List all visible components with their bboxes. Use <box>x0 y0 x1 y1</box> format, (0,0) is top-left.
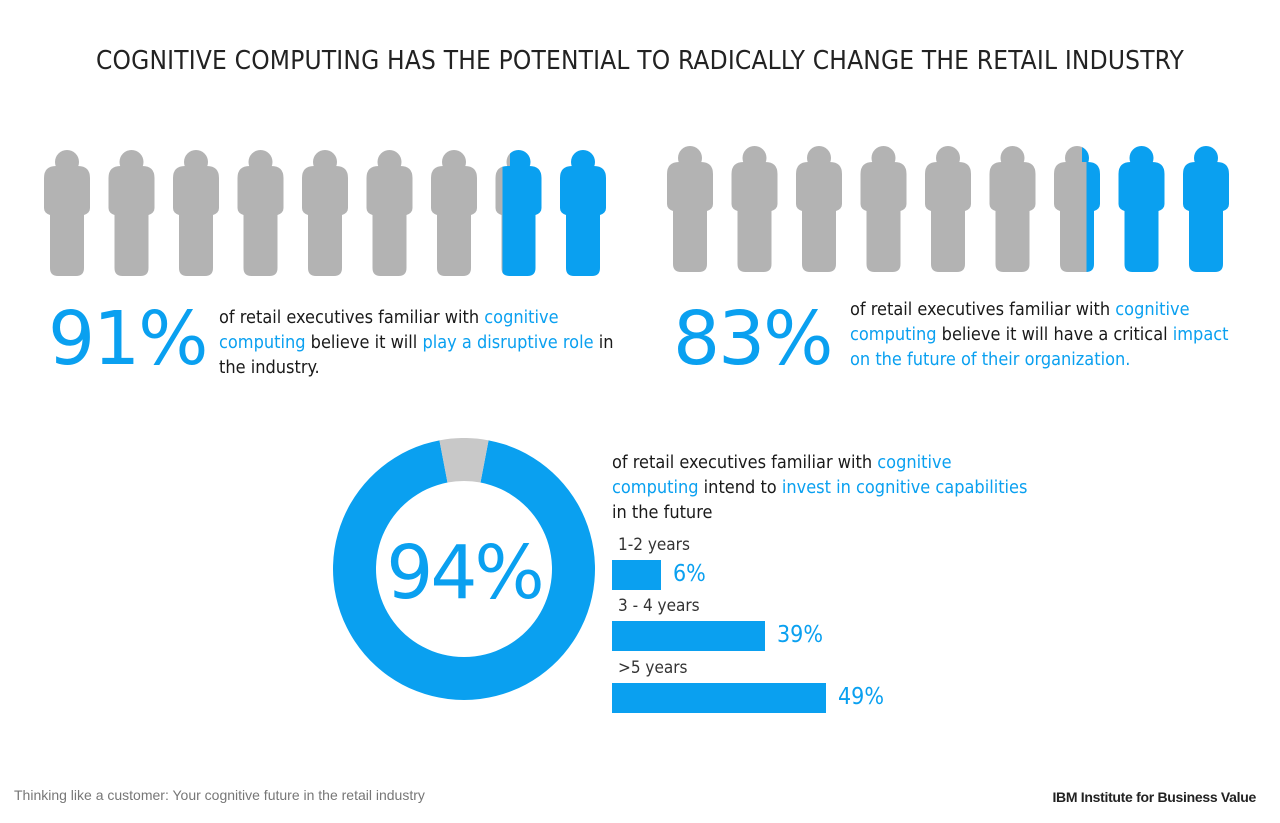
bar-1 <box>612 560 661 590</box>
donut-slice-other <box>439 438 489 483</box>
invest-description: of retail executives familiar with cogni… <box>612 450 1042 525</box>
body-text: believe it will have a critical <box>936 324 1173 345</box>
highlight-text: cognitive computing <box>850 299 1190 345</box>
footer-brand: IBM Institute for Business Value <box>1052 789 1256 805</box>
row91-person-6 <box>366 150 413 276</box>
bar-category-label: >5 years <box>618 658 688 678</box>
row91-person-8 <box>495 150 542 276</box>
highlight-text: impact on the future of their organizati… <box>850 324 1229 370</box>
body-text: in the industry. <box>219 332 614 378</box>
donut-chart-94: 94% <box>333 438 595 700</box>
row83-person-7 <box>1054 146 1100 272</box>
highlight-text: invest in cognitive capabilities <box>781 477 1028 498</box>
stat-83-value: 83% <box>673 296 833 382</box>
person-icon-row-91 <box>44 150 606 276</box>
bar-category-label: 1-2 years <box>618 535 690 555</box>
infographic-title: COGNITIVE COMPUTING HAS THE POTENTIAL TO… <box>96 46 1184 76</box>
body-text: of retail executives familiar with <box>219 307 485 328</box>
donut-center-value: 94% <box>386 530 541 616</box>
row83-person-1 <box>667 146 713 272</box>
bar-3 <box>612 683 826 713</box>
donut-slice-invest <box>333 440 595 700</box>
row91-person-5 <box>302 150 348 276</box>
bar-value-label: 49% <box>838 684 884 710</box>
bar-value-label: 6% <box>673 561 706 587</box>
body-text: of retail executives familiar with <box>850 299 1116 320</box>
stat-91-value: 91% <box>48 296 208 382</box>
highlight-text: play a disruptive role <box>422 332 594 353</box>
row83-person-4 <box>860 146 907 272</box>
footer-source: Thinking like a customer: Your cognitive… <box>14 787 425 803</box>
row91-person-9 <box>560 150 606 276</box>
row83-person-6 <box>989 146 1036 272</box>
row83-person-5 <box>925 146 971 272</box>
bar-category-label: 3 - 4 years <box>618 596 700 616</box>
body-text: believe it will <box>305 332 423 353</box>
row91-person-3 <box>173 150 219 276</box>
stat-83-description: of retail executives familiar with cogni… <box>850 297 1240 372</box>
body-text: of retail executives familiar with <box>612 452 878 473</box>
stat-91-description: of retail executives familiar with cogni… <box>219 305 619 380</box>
row83-person-3 <box>796 146 842 272</box>
row91-person-4 <box>237 150 284 276</box>
row83-person-9 <box>1183 146 1229 272</box>
body-text: in the future <box>612 502 713 523</box>
highlight-text: cognitive computing <box>612 452 952 498</box>
row83-person-8 <box>1118 146 1165 272</box>
highlight-text: cognitive computing <box>219 307 559 353</box>
bar-2 <box>612 621 765 651</box>
person-icon-row-83 <box>667 146 1229 272</box>
row91-person-1 <box>44 150 90 276</box>
bar-value-label: 39% <box>777 622 823 648</box>
row91-person-7 <box>431 150 477 276</box>
body-text: intend to <box>698 477 782 498</box>
row91-person-2 <box>108 150 155 276</box>
row83-person-2 <box>731 146 778 272</box>
